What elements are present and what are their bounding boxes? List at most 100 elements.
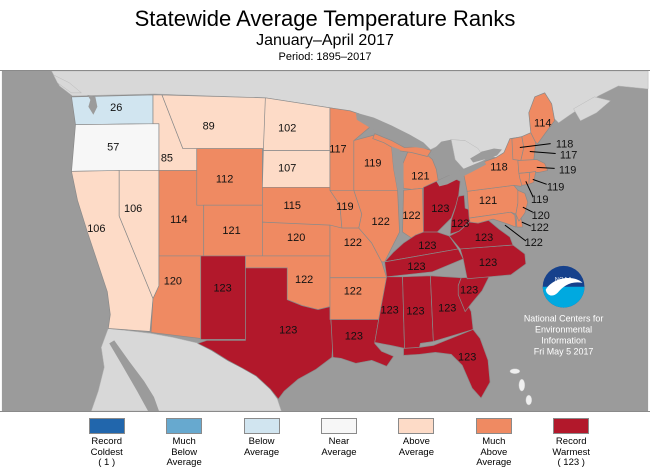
leader-VT xyxy=(519,143,551,149)
state-label-IA: 119 xyxy=(336,201,353,213)
state-label-PA: 121 xyxy=(479,195,497,207)
state-KY xyxy=(384,231,459,263)
states-layer xyxy=(71,92,555,400)
leader-NH xyxy=(529,151,556,155)
state-label-GA: 123 xyxy=(438,303,456,315)
state-label-SD: 107 xyxy=(278,162,296,174)
callout-label-NJ: 120 xyxy=(532,210,550,222)
callout-label-MA: 119 xyxy=(559,164,576,176)
lake-ontario xyxy=(470,148,502,163)
callout-label-DE: 122 xyxy=(531,222,549,234)
state-label-NE: 115 xyxy=(283,200,300,212)
credit-line: National Centers for xyxy=(524,314,604,324)
callout-label-NH: 117 xyxy=(560,149,577,161)
lake-erie xyxy=(436,160,487,187)
state-RI xyxy=(528,171,537,185)
bahamas-island xyxy=(518,378,526,392)
credit-line: Environmental xyxy=(535,324,592,334)
lake-superior xyxy=(355,112,431,150)
state-NJ xyxy=(515,189,529,222)
leader-CT xyxy=(525,181,534,197)
legend-item-much-below: Much Below Average xyxy=(145,418,222,469)
state-label-KS: 120 xyxy=(287,232,305,244)
state-label-TN: 123 xyxy=(407,261,425,273)
state-label-MN: 117 xyxy=(329,144,346,156)
legend-label-much-below: Much Below Average xyxy=(166,436,202,468)
legend-swatch-near xyxy=(320,418,357,434)
callout-labels: 118 117 119 119 119 120 122 122 xyxy=(525,139,578,249)
lakes-layer xyxy=(87,94,502,191)
state-NM xyxy=(200,255,246,340)
period-label: Period: 1895–2017 xyxy=(278,51,372,63)
noaa-logo-text: NOAA xyxy=(555,277,572,283)
legend-label-much-above: Much Above Average xyxy=(476,436,512,468)
leader-RI xyxy=(532,178,547,185)
state-label-KY: 123 xyxy=(418,240,436,252)
state-label-NV: 106 xyxy=(124,203,142,215)
noaa-logo: NOAA xyxy=(542,265,585,308)
credit-block: National Centers for Environmental Infor… xyxy=(524,314,604,357)
state-WV xyxy=(449,194,477,235)
lake-michigan xyxy=(391,146,404,191)
legend-item-much-above: Much Above Average xyxy=(455,418,532,469)
bahamas-island xyxy=(525,394,532,406)
bahamas-island xyxy=(509,368,521,374)
map-header: Statewide Average Temperature Ranks Janu… xyxy=(0,0,650,70)
state-label-AZ: 120 xyxy=(164,276,182,288)
lake-huron xyxy=(432,139,457,169)
legend-label-below: Below Average xyxy=(243,436,280,458)
state-label-OR: 57 xyxy=(107,142,119,154)
legend-swatch-below xyxy=(243,418,280,434)
state-ME xyxy=(528,92,555,144)
state-NE xyxy=(262,186,343,229)
state-label-WV: 123 xyxy=(451,218,469,230)
state-label-IL: 122 xyxy=(372,216,390,228)
puget-sound xyxy=(87,94,98,115)
state-label-NM: 123 xyxy=(213,283,231,295)
legend-swatch-much-below xyxy=(166,418,203,434)
us-map: 26 57 106 106 85 89 112 114 121 120 123 … xyxy=(0,70,650,412)
leader-DE xyxy=(521,221,531,227)
state-label-ME: 114 xyxy=(534,118,551,130)
credit-line: Information xyxy=(541,335,586,345)
legend-item-above: Above Average xyxy=(378,418,455,469)
legend-item-near: Near Average xyxy=(300,418,377,469)
leader-NJ xyxy=(522,206,534,213)
legend: Record Coldest ( 1 ) Much Below Average … xyxy=(68,418,610,469)
state-TN xyxy=(384,248,464,278)
state-IL xyxy=(353,189,400,263)
legend-item-below: Below Average xyxy=(223,418,300,469)
state-label-ID: 85 xyxy=(161,152,173,164)
legend-label-record-coldest: Record Coldest ( 1 ) xyxy=(90,436,123,468)
gulf-of-california xyxy=(109,340,159,411)
state-label-OK: 122 xyxy=(295,274,313,286)
state-label-ND: 102 xyxy=(278,123,296,135)
ontario-peninsula xyxy=(450,139,486,170)
credit-date: Fri May 5 2017 xyxy=(534,346,594,356)
legend-item-record-warmest: Record Warmest ( 123 ) xyxy=(533,418,610,469)
callout-label-MD: 122 xyxy=(525,237,543,249)
state-label-SC: 123 xyxy=(460,285,478,297)
legend-item-record-coldest: Record Coldest ( 1 ) xyxy=(68,418,145,469)
state-label-WA: 26 xyxy=(110,102,122,114)
state-label-VA: 123 xyxy=(475,232,493,244)
state-label-MO: 122 xyxy=(344,237,362,249)
legend-label-near: Near Average xyxy=(321,436,357,458)
map-svg: 26 57 106 106 85 89 112 114 121 120 123 … xyxy=(1,71,649,411)
callout-label-RI: 119 xyxy=(547,181,564,193)
state-CT xyxy=(518,172,531,186)
page-title: Statewide Average Temperature Ranks xyxy=(134,6,516,31)
callout-label-CT: 119 xyxy=(531,194,548,206)
legend-label-record-warmest: Record Warmest ( 123 ) xyxy=(552,436,591,468)
state-labels: 26 57 106 106 85 89 112 114 121 120 123 … xyxy=(87,102,551,364)
state-label-WI: 119 xyxy=(364,157,381,169)
legend-swatch-much-above xyxy=(475,418,512,434)
state-label-MI: 121 xyxy=(411,170,429,182)
state-label-FL: 123 xyxy=(458,351,476,363)
vancouver-island xyxy=(53,74,83,94)
state-label-NC: 123 xyxy=(479,257,497,269)
state-MI-upper xyxy=(372,133,432,157)
state-label-MT: 89 xyxy=(203,121,215,133)
state-NC xyxy=(459,244,527,280)
